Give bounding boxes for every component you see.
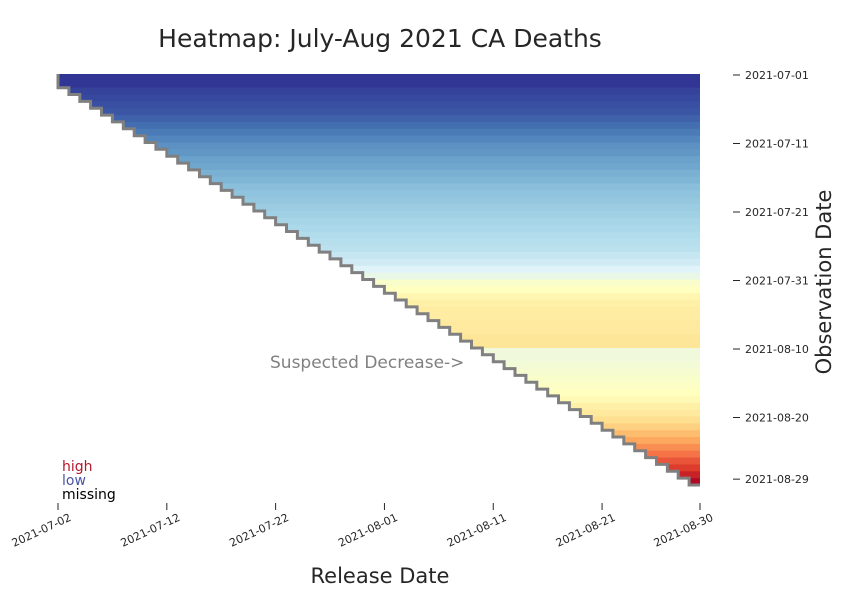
heatmap-row (112, 115, 700, 123)
y-tick-label: 2021-07-11 (745, 138, 809, 151)
heatmap-row (101, 108, 700, 116)
x-axis-ticks: 2021-07-02 2021-07-12 2021-07-22 2021-08-01… (10, 503, 715, 550)
x-tick-label: 2021-07-02 (10, 511, 73, 550)
y-axis-label: Observation Date (812, 190, 836, 375)
heatmap-row (297, 231, 700, 239)
x-tick-label: 2021-08-11 (445, 511, 508, 550)
heatmap-row (253, 204, 701, 212)
legend-item-low: low (62, 473, 86, 489)
x-axis-label: Release Date (311, 564, 450, 588)
heatmap-row (623, 437, 700, 445)
heatmap-row (221, 183, 700, 192)
y-tick-label: 2021-08-29 (745, 473, 809, 486)
heatmap-row (645, 450, 700, 459)
heatmap-row (471, 341, 700, 349)
heatmap-row (427, 313, 700, 322)
heatmap-row (145, 135, 701, 144)
heatmap-row (155, 142, 700, 150)
heatmap-row (90, 101, 700, 109)
heatmap-row (525, 375, 700, 383)
heatmap-row (591, 416, 700, 424)
heatmap-row (384, 286, 700, 294)
heatmap-row (580, 409, 700, 418)
heatmap-row (558, 395, 700, 404)
heatmap-row (493, 354, 700, 363)
legend-item-high: high (62, 459, 93, 475)
heatmap-row (134, 128, 701, 137)
y-tick-label: 2021-08-10 (745, 343, 809, 356)
heatmap-row (232, 190, 700, 198)
chart-title: Heatmap: July-Aug 2021 CA Deaths (158, 24, 602, 53)
heatmap-row (340, 258, 700, 267)
heatmap-row (177, 156, 700, 164)
heatmap-row (123, 121, 701, 130)
heatmap-row (536, 382, 700, 390)
heatmap-row (319, 245, 700, 253)
y-axis-ticks: 2021-07-01 2021-07-11 2021-07-21 2021-07-31… (733, 69, 809, 486)
x-tick-label: 2021-08-01 (336, 511, 399, 550)
heatmap-row (667, 464, 700, 472)
heatmap-row (275, 217, 700, 226)
heatmap-row (602, 423, 700, 431)
heatmap-row (188, 163, 700, 171)
heatmap-row (286, 224, 700, 233)
heatmap-row (547, 389, 700, 397)
heatmap-row (395, 293, 700, 301)
heatmap-row (58, 80, 700, 89)
heatmap-row (210, 176, 700, 185)
y-tick-label: 2021-07-31 (745, 275, 809, 288)
heatmap-row (569, 402, 700, 411)
suspected-decrease-annotation: Suspected Decrease-> (270, 353, 464, 373)
y-tick-label: 2021-07-01 (745, 69, 809, 82)
y-tick-label: 2021-07-21 (745, 206, 809, 219)
release-diagonal-line (56, 74, 700, 487)
heatmap-row (373, 279, 700, 287)
heatmap-row (68, 87, 700, 96)
heatmap-row (504, 361, 700, 370)
heatmap-row (264, 211, 700, 219)
heatmap-row (689, 478, 700, 486)
heatmap-row (330, 252, 700, 260)
heatmap-row (199, 169, 700, 178)
x-tick-label: 2021-07-22 (227, 511, 290, 550)
heatmap-row (678, 471, 700, 479)
heatmap-row (634, 443, 700, 452)
heatmap-row (417, 306, 700, 315)
heatmap-row (166, 149, 700, 157)
heatmap-cells (58, 74, 701, 486)
x-tick-label: 2021-08-21 (554, 511, 617, 550)
heatmap-row (482, 348, 700, 356)
heatmap-row (58, 74, 700, 82)
x-tick-label: 2021-08-30 (652, 511, 715, 550)
heatmap-row (460, 334, 700, 342)
heatmap-row (612, 430, 700, 438)
heatmap-row (406, 300, 700, 308)
heatmap-row (362, 272, 700, 281)
heatmap-row (79, 94, 700, 102)
legend-item-missing: missing (62, 487, 116, 503)
heatmap-row (308, 238, 700, 246)
y-tick-label: 2021-08-20 (745, 412, 809, 425)
heatmap-row (351, 265, 700, 274)
x-tick-label: 2021-07-12 (119, 511, 182, 550)
heatmap-row (515, 368, 700, 376)
heatmap-row (656, 457, 700, 466)
heatmap-row (438, 320, 700, 329)
heatmap-row (449, 327, 700, 335)
heatmap-row (242, 197, 701, 205)
